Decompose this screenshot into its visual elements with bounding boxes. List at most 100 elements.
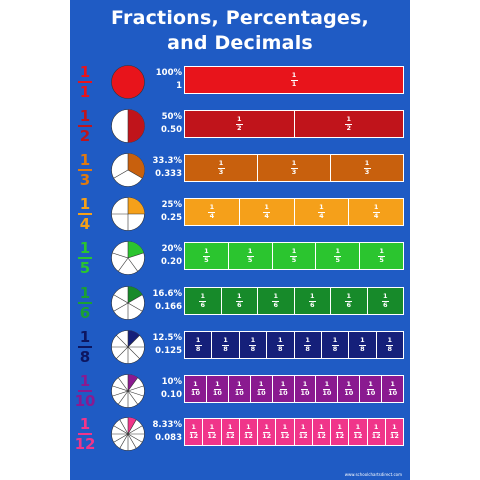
big-fraction-bar bbox=[78, 213, 92, 215]
percent-value: 50% bbox=[161, 112, 182, 122]
percent-value: 16.6% bbox=[152, 289, 183, 299]
fraction-row: 1 3 33.3% 0.333 1 3 1 3 1 3 bbox=[70, 150, 410, 190]
cell-fraction-bar bbox=[390, 431, 398, 433]
cell-denominator: 8 bbox=[332, 345, 338, 353]
cell-fraction: 1 10 bbox=[257, 381, 266, 397]
cell-numerator: 1 bbox=[387, 336, 393, 344]
cell-fraction: 1 10 bbox=[191, 381, 200, 397]
cell-fraction: 1 12 bbox=[280, 424, 289, 440]
cell-fraction-bar bbox=[279, 388, 287, 390]
cell-numerator: 1 bbox=[364, 159, 370, 167]
pie-chart bbox=[111, 330, 145, 364]
cell-fraction-bar bbox=[345, 123, 353, 125]
percent-value: 12.5% bbox=[152, 333, 183, 343]
cell-fraction-bar bbox=[363, 167, 371, 169]
big-fraction-bar bbox=[78, 125, 92, 127]
cell-numerator: 1 bbox=[305, 336, 310, 344]
cell-numerator: 1 bbox=[193, 380, 198, 388]
pie-divider bbox=[127, 169, 143, 179]
cell-numerator: 1 bbox=[215, 380, 220, 388]
cell-numerator: 1 bbox=[302, 380, 308, 388]
cell-fraction-bar bbox=[372, 431, 380, 433]
cell-denominator: 10 bbox=[278, 389, 288, 397]
fraction-row: 1 5 20% 0.20 1 5 1 5 1 5 1 5 1 5 bbox=[70, 238, 410, 278]
cell-denominator: 5 bbox=[379, 256, 384, 264]
cell-fraction-bar bbox=[358, 344, 366, 346]
cell-fraction-bar bbox=[290, 255, 298, 257]
cell-denominator: 10 bbox=[388, 389, 398, 397]
fraction-bar-cell: 1 10 bbox=[315, 376, 337, 402]
cell-numerator: 1 bbox=[346, 380, 352, 388]
cell-fraction-bar bbox=[304, 344, 312, 346]
cell-numerator: 1 bbox=[291, 71, 297, 79]
big-fraction-denominator: 2 bbox=[79, 127, 91, 145]
cell-fraction-bar bbox=[199, 300, 207, 302]
cell-numerator: 1 bbox=[282, 423, 288, 431]
percent-value: 8.33% bbox=[152, 420, 183, 430]
decimal-value: 0.166 bbox=[155, 302, 182, 312]
title-line-2: and Decimals bbox=[167, 32, 313, 54]
cell-denominator: 10 bbox=[234, 389, 244, 397]
pie-chart bbox=[111, 241, 145, 275]
cell-denominator: 2 bbox=[346, 124, 352, 132]
cell-fraction: 1 12 bbox=[335, 424, 344, 440]
cell-denominator: 12 bbox=[189, 432, 199, 440]
cell-fraction: 1 10 bbox=[322, 381, 331, 397]
cell-numerator: 1 bbox=[223, 336, 228, 344]
cell-numerator: 1 bbox=[218, 159, 224, 167]
cell-denominator: 5 bbox=[291, 256, 297, 264]
cell-numerator: 1 bbox=[382, 292, 388, 300]
pie-chart bbox=[111, 153, 145, 187]
fraction-row: 1 1 100% 1 1 1 bbox=[70, 62, 410, 102]
cell-denominator: 4 bbox=[264, 212, 269, 220]
cell-numerator: 1 bbox=[319, 423, 324, 431]
pie-divider bbox=[113, 302, 129, 312]
cell-denominator: 12 bbox=[316, 432, 326, 440]
pie-divider bbox=[118, 377, 129, 392]
fraction-bar-cell: 1 12 bbox=[330, 419, 348, 445]
cell-fraction: 1 12 bbox=[317, 424, 326, 440]
fraction-row: 1 6 16.6% 0.166 1 6 1 6 1 6 1 6 1 6 1 6 bbox=[70, 283, 410, 323]
cell-fraction-bar bbox=[235, 388, 243, 390]
pie-divider bbox=[127, 433, 137, 449]
percent-decimal-label: 25% 0.25 bbox=[148, 199, 182, 225]
cell-fraction-bar bbox=[244, 431, 252, 433]
cell-denominator: 12 bbox=[207, 432, 217, 440]
cell-fraction: 1 10 bbox=[213, 381, 222, 397]
cell-numerator: 1 bbox=[332, 336, 338, 344]
cell-fraction-bar bbox=[336, 431, 344, 433]
cell-fraction-bar bbox=[202, 255, 210, 257]
pie-divider bbox=[127, 346, 140, 359]
cell-numerator: 1 bbox=[346, 115, 352, 123]
cell-fraction-bar bbox=[299, 431, 307, 433]
cell-fraction-bar bbox=[263, 211, 271, 213]
cell-numerator: 1 bbox=[309, 292, 315, 300]
cell-denominator: 8 bbox=[305, 345, 310, 353]
cell-numerator: 1 bbox=[209, 423, 215, 431]
cell-numerator: 1 bbox=[191, 423, 196, 431]
big-fraction-denominator: 1 bbox=[79, 83, 91, 101]
